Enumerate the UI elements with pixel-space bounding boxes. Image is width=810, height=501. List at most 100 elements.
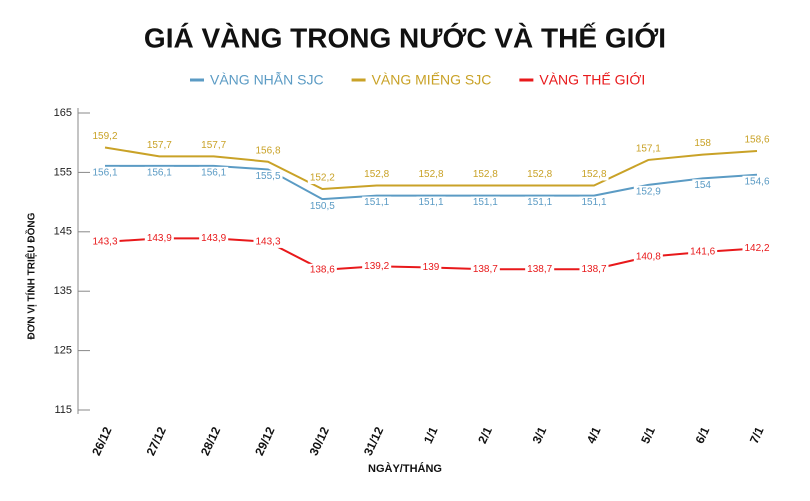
data-label: 156,1 [144,166,174,179]
legend-label: VÀNG MIẾNG SJC [372,72,492,88]
data-label-bg [470,263,500,276]
data-label: 142,2 [742,242,772,255]
y-axis-label: ĐƠN VỊ TÍNH TRIỆU ĐỒNG [25,212,38,339]
data-label-bg [742,175,772,188]
data-label-bg [470,196,500,209]
data-label: 141,6 [688,245,718,258]
data-label-text: 157,7 [201,140,226,151]
legend-item: VÀNG NHẪN SJC [190,72,324,88]
data-label-bg [420,261,442,274]
x-tick-label: 27/12 [144,424,170,457]
data-label: 143,3 [90,235,120,248]
data-label: 158 [692,137,714,150]
x-tick-label: 2/1 [475,424,495,445]
data-label: 156,8 [253,144,283,157]
data-label: 143,9 [199,232,229,245]
data-label: 151,1 [416,196,446,209]
data-label: 152,8 [362,168,392,181]
data-label: 156,1 [90,166,120,179]
data-label-text: 152,8 [364,169,389,180]
data-label-bg [144,139,174,152]
data-label-text: 152,2 [310,173,335,184]
data-label-bg [742,242,772,255]
data-label-text: 154 [694,180,711,191]
x-tick-label: 7/1 [747,424,767,445]
data-label-bg [90,235,120,248]
data-label-text: 157,1 [636,144,661,155]
data-label-bg [416,196,446,209]
data-label-bg [525,196,555,209]
data-label-bg [199,139,229,152]
y-tick-label: 155 [54,166,72,178]
x-tick-label: 5/1 [638,424,658,445]
data-label-bg [525,263,555,276]
data-label-bg [307,200,337,213]
data-label-bg [362,260,392,273]
x-tick-label: 1/1 [421,424,441,445]
data-label-bg [90,130,120,143]
data-label: 152,8 [525,168,555,181]
data-label-bg [633,142,663,155]
data-label: 138,7 [579,263,609,276]
data-label-bg [199,232,229,245]
data-label-text: 143,9 [201,233,226,244]
data-label: 152,8 [470,168,500,181]
data-label-bg [633,250,663,263]
data-label-text: 143,3 [255,237,280,248]
data-label-text: 152,8 [418,169,443,180]
data-label-bg [579,168,609,181]
data-label: 154 [692,179,714,192]
data-label-text: 140,8 [636,251,661,262]
series-line [104,146,758,191]
data-label-bg [416,168,446,181]
data-label-text: 151,1 [364,197,389,208]
x-tick-label: 30/12 [307,424,333,457]
data-label-text: 143,9 [147,233,172,244]
data-label-text: 154,6 [744,176,769,187]
data-label: 155,5 [253,170,283,183]
data-label: 152,8 [416,168,446,181]
data-label-text: 150,5 [310,201,335,212]
data-label-bg [307,172,337,185]
data-label: 159,2 [90,130,120,143]
x-tick-label: 6/1 [693,424,713,445]
data-label: 143,3 [253,235,283,248]
y-tick-label: 115 [54,404,72,416]
data-label-bg [579,263,609,276]
x-tick-label: 26/12 [89,424,115,457]
data-label: 152,9 [633,185,663,198]
x-tick-label: 4/1 [584,424,604,445]
data-label-text: 157,7 [147,140,172,151]
data-label: 152,2 [307,172,337,185]
data-label: 138,6 [307,263,337,276]
data-label-text: 156,8 [255,145,280,156]
data-label-bg [362,196,392,209]
data-label-text: 152,8 [581,169,606,180]
data-label-text: 158,6 [744,135,769,146]
data-label-bg [692,179,714,192]
y-tick-label: 145 [54,226,72,238]
series-line [105,164,758,201]
data-label-text: 151,1 [418,197,443,208]
legend-item: VÀNG THẾ GIỚI [519,72,645,88]
y-tick-label: 125 [54,345,72,357]
data-label-bg [525,168,555,181]
data-label-text: 152,8 [473,169,498,180]
x-tick-label: 29/12 [252,424,278,457]
data-label-bg [253,144,283,157]
data-label-bg [253,170,283,183]
data-label: 154,6 [742,175,772,188]
data-label-bg [307,263,337,276]
data-label-text: 138,7 [527,264,552,275]
data-label: 139 [420,261,442,274]
data-label-bg [742,134,772,147]
x-axis-label: NGÀY/THÁNG [368,462,442,475]
data-label: 151,1 [525,196,555,209]
data-label-text: 138,7 [581,264,606,275]
data-label-text: 155,5 [255,171,280,182]
data-label: 138,7 [470,263,500,276]
data-label-text: 156,1 [147,168,172,179]
data-label-text: 139,2 [364,261,389,272]
data-label: 157,7 [199,139,229,152]
